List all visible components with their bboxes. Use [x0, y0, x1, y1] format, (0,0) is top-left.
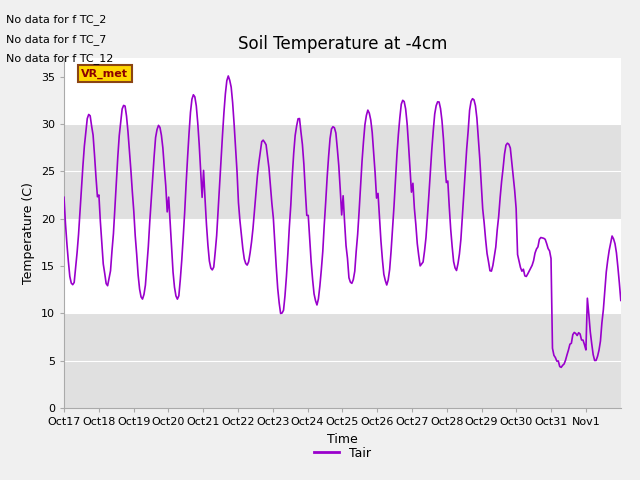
Text: No data for f TC_7: No data for f TC_7	[6, 34, 107, 45]
Y-axis label: Temperature (C): Temperature (C)	[22, 182, 35, 284]
Title: Soil Temperature at -4cm: Soil Temperature at -4cm	[237, 35, 447, 53]
Bar	[64, 124, 621, 218]
Text: No data for f TC_2: No data for f TC_2	[6, 14, 107, 25]
Text: No data for f TC_12: No data for f TC_12	[6, 53, 114, 64]
Legend: Tair: Tair	[309, 442, 376, 465]
Text: VR_met: VR_met	[81, 69, 129, 79]
X-axis label: Time: Time	[327, 432, 358, 445]
Bar	[64, 313, 621, 408]
